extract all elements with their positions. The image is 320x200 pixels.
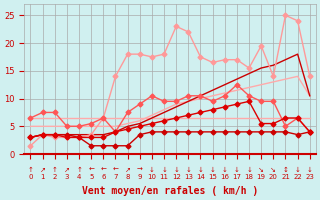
X-axis label: Vent moyen/en rafales ( km/h ): Vent moyen/en rafales ( km/h ): [82, 186, 258, 196]
